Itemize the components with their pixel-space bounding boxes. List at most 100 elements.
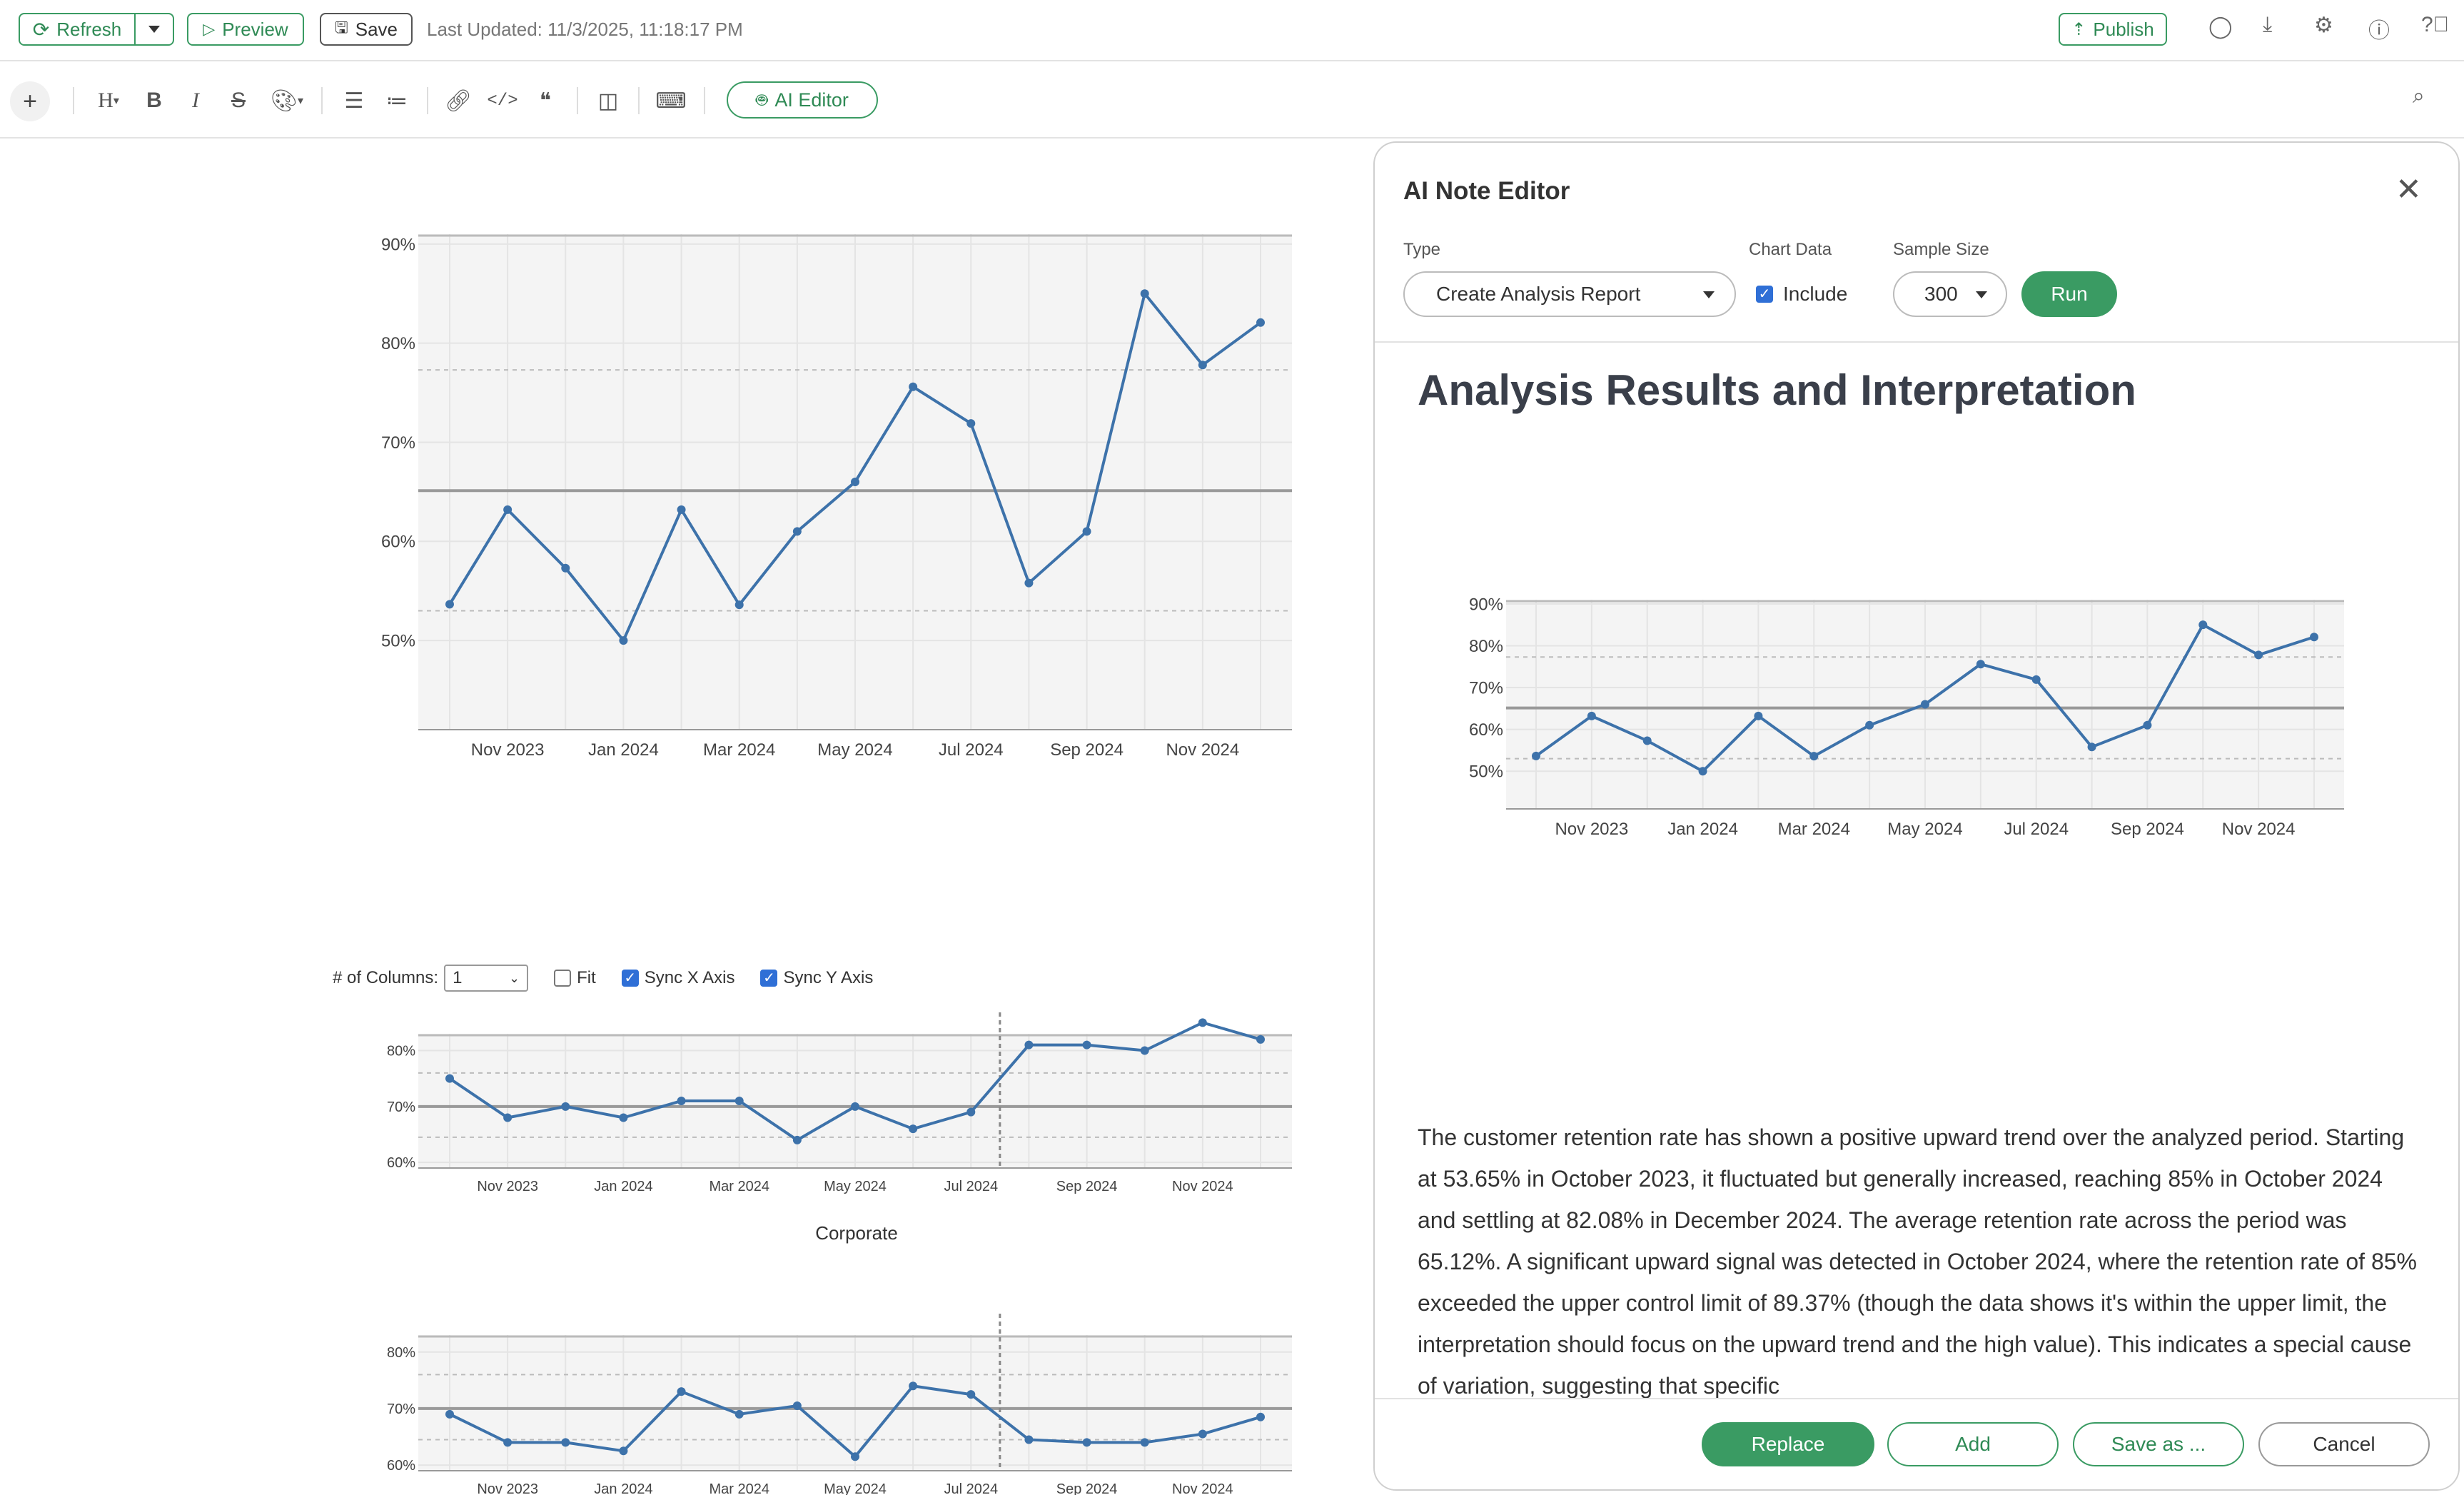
data-point [1642, 736, 1652, 745]
data-point [1532, 751, 1540, 760]
bold-button[interactable]: B [140, 84, 168, 117]
x-tick-label: May 2024 [824, 1481, 887, 1495]
ai-editor-label: AI Editor [774, 89, 849, 111]
heading-icon: H [98, 89, 113, 112]
ai-editor-button[interactable]: 🤖︎ AI Editor [727, 81, 878, 119]
editor-toolbar: + H ▾ B I S 🎨︎ ▾ ☰ ≔ 🔗︎ </> ❝ ◫ ⌨ 🤖︎ AI Ed… [0, 63, 2464, 139]
x-tick-label: Jul 2024 [939, 740, 1004, 760]
code-button[interactable]: </> [487, 84, 518, 117]
data-point [677, 505, 686, 514]
data-point [677, 1097, 686, 1105]
x-tick-label: Nov 2023 [477, 1179, 538, 1194]
x-tick-label: Jan 2024 [594, 1481, 652, 1495]
refresh-dropdown-button[interactable] [134, 13, 174, 46]
search-icon[interactable]: ⌕ [2413, 84, 2425, 108]
retention-chart: 50% 60% 70% 80% 90% Nov 2023 Jan 2024 Mar 2024 M… [381, 234, 1292, 760]
save-button[interactable]: 🖫 Save [320, 13, 413, 46]
run-label: Run [2051, 283, 2088, 305]
publish-button[interactable]: ⇡ Publish [2059, 13, 2167, 46]
include-option: ✓ Include [1756, 283, 1847, 306]
data-point [1140, 1046, 1149, 1055]
add-button[interactable]: Add [1887, 1422, 2059, 1466]
sync-x-checkbox[interactable]: ✓ [621, 970, 639, 987]
y-tick-label: 90% [381, 235, 415, 254]
type-select[interactable]: Create Analysis Report [1403, 271, 1736, 317]
strikethrough-button[interactable]: S [224, 84, 253, 117]
x-tick-label: May 2024 [1887, 820, 1962, 839]
data-point [619, 1446, 628, 1456]
y-tick-label: 70% [387, 1099, 415, 1115]
data-point [1754, 711, 1763, 720]
close-icon[interactable]: ✕ [2395, 172, 2422, 207]
sample-size-select[interactable]: 300 [1893, 271, 2007, 317]
toolbar-divider [638, 87, 640, 114]
replace-button[interactable]: Replace [1702, 1422, 1874, 1466]
link-button[interactable]: 🔗︎ [443, 84, 474, 117]
preview-button[interactable]: ▷ Preview [187, 13, 304, 46]
bold-icon: B [146, 89, 162, 112]
save-as-label: Save as ... [2111, 1433, 2206, 1455]
replace-label: Replace [1751, 1433, 1825, 1455]
download-icon[interactable]: ⤓ [2263, 13, 2273, 36]
x-tick-label: Sep 2024 [1056, 1481, 1118, 1495]
sync-y-label: Sync Y Axis [783, 968, 874, 987]
fit-label: Fit [577, 968, 596, 987]
data-point [2198, 620, 2208, 630]
x-tick-label: Jul 2024 [2004, 820, 2069, 839]
data-point [851, 1102, 859, 1111]
refresh-button[interactable]: ⟳ Refresh [19, 13, 136, 46]
save-label: Save [355, 18, 398, 40]
info-icon[interactable]: ⓘ [2368, 19, 2390, 43]
comment-icon[interactable]: ◯ [2208, 15, 2233, 39]
x-tick-label: Nov 2024 [1166, 740, 1239, 760]
bullet-list-button[interactable]: ☰ [338, 84, 370, 117]
numbered-list-button[interactable]: ≔ [381, 84, 413, 117]
result-chart: 50% 60% 70% 80% 90% Nov 2023 Jan 2024 Mar 2024 M… [1469, 595, 2344, 839]
fit-checkbox[interactable] [554, 970, 572, 987]
x-tick-label: May 2024 [824, 1179, 887, 1194]
chevron-down-icon: ⌄ [508, 970, 520, 985]
save-as-button[interactable]: Save as ... [2073, 1422, 2244, 1466]
data-point [2143, 720, 2152, 730]
columns-label: # of Columns: [333, 968, 439, 987]
sync-y-checkbox[interactable]: ✓ [760, 970, 778, 987]
data-point [1140, 289, 1149, 298]
toolbar-divider [321, 87, 323, 114]
gear-icon[interactable]: ⚙ [2314, 14, 2333, 37]
data-point [1587, 711, 1596, 720]
keyboard-button[interactable]: ⌨ [654, 84, 688, 117]
toolbar-divider [577, 87, 578, 114]
heading-button[interactable]: H ▾ [98, 89, 119, 112]
columns-select[interactable]: 1 ⌄ [444, 965, 529, 992]
upload-icon: ⇡ [2071, 19, 2086, 39]
include-checkbox[interactable]: ✓ [1756, 286, 1773, 303]
data-point [1256, 1412, 1265, 1421]
x-tick-label: Mar 2024 [703, 740, 775, 760]
facet-controls: # of Columns: 1 ⌄ Fit ✓ Sync X Axis ✓ Sy… [333, 964, 873, 992]
columns-button[interactable]: ◫ [592, 84, 624, 117]
y-tick-label: 80% [387, 1345, 415, 1361]
x-tick-label: Jul 2024 [944, 1179, 998, 1194]
facet-chart-2: 60% 70% 80% Nov 2023 Jan 2024 Mar 2024 May 202… [387, 1314, 1292, 1495]
color-button[interactable]: 🎨︎ ▾ [270, 89, 304, 113]
data-point [2310, 633, 2318, 642]
data-point [792, 1135, 802, 1144]
data-point [966, 1107, 976, 1117]
data-point [1024, 1040, 1034, 1049]
data-point [1809, 752, 1819, 761]
plus-icon: + [23, 87, 37, 115]
x-tick-label: Nov 2024 [1172, 1481, 1233, 1495]
add-block-button[interactable]: + [10, 81, 50, 121]
publish-label: Publish [2093, 18, 2154, 40]
result-text: The customer retention rate has shown a … [1418, 1124, 2417, 1399]
sample-size-value: 300 [1924, 283, 1958, 305]
cancel-button[interactable]: Cancel [2258, 1422, 2430, 1466]
help-icon[interactable]: ?⃝ [2421, 13, 2450, 36]
data-point [503, 505, 513, 514]
toolbar-divider [427, 87, 428, 114]
data-point [734, 600, 744, 610]
run-button[interactable]: Run [2021, 271, 2117, 317]
quote-button[interactable]: ❝ [530, 84, 561, 117]
italic-button[interactable]: I [181, 84, 210, 117]
data-point [445, 1074, 454, 1083]
